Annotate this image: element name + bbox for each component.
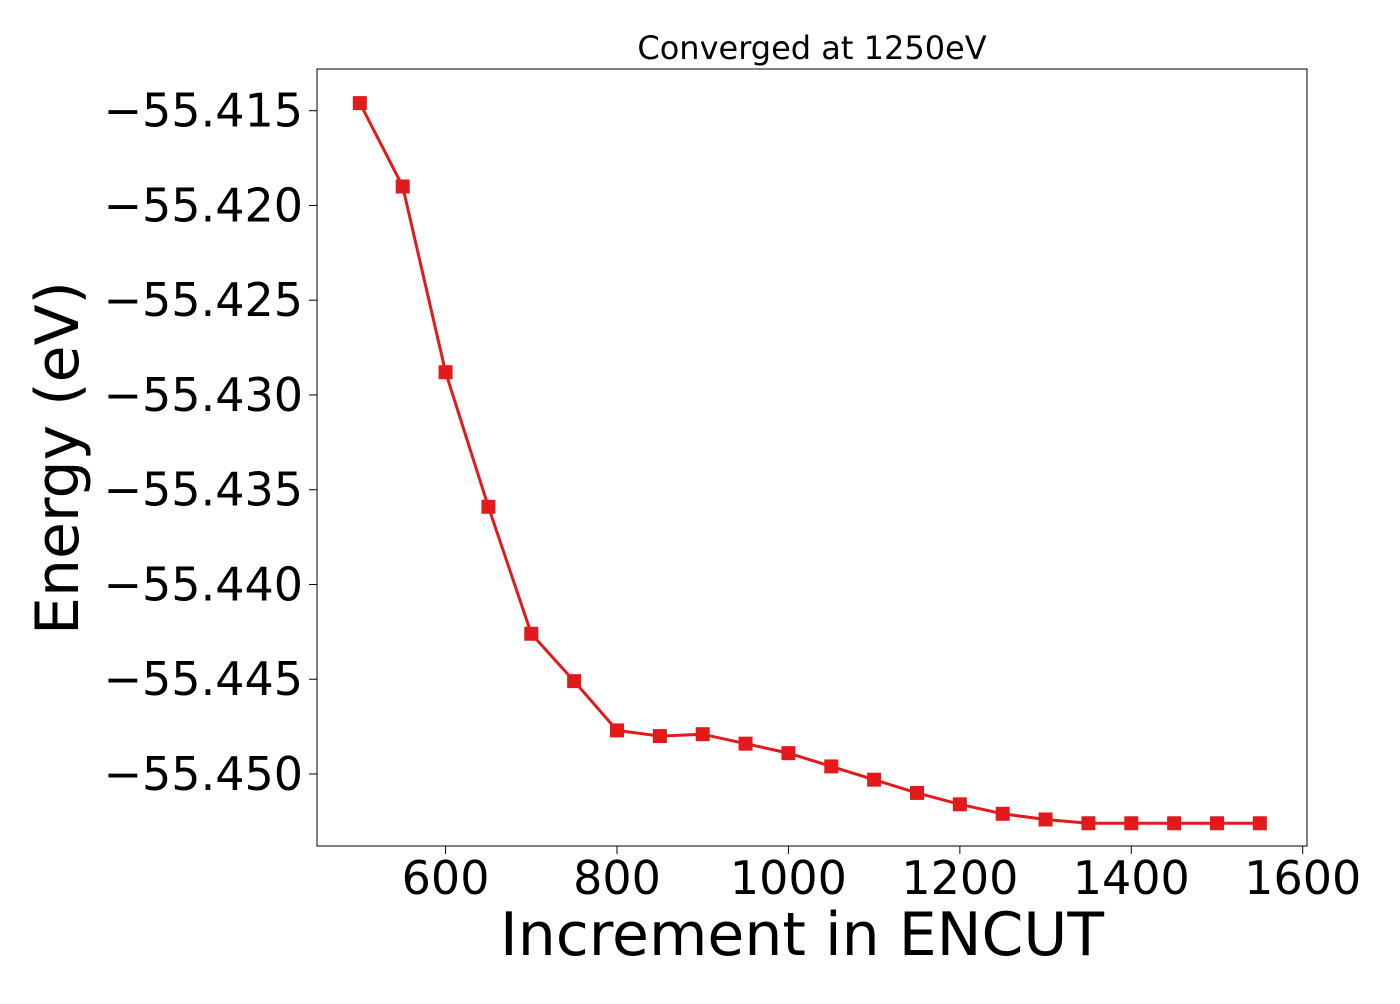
- series-line: [358, 102, 1260, 825]
- y-tick-label: −55.415: [104, 84, 304, 138]
- x-axis: 600 800 1000 1200 1400 1600: [402, 846, 1361, 905]
- data-point-marker: [395, 179, 410, 194]
- y-tick-label: −55.450: [104, 747, 304, 801]
- y-tick-label: −55.440: [104, 557, 304, 611]
- data-point-marker: [1210, 816, 1224, 831]
- data-point-marker: [781, 746, 796, 761]
- data-point-marker: [610, 723, 624, 738]
- x-tick-label: 600: [402, 851, 490, 905]
- series-layer: [352, 96, 1267, 831]
- data-point-marker: [952, 797, 967, 812]
- data-point-marker: [567, 674, 582, 689]
- y-tick-label: −55.420: [104, 178, 304, 232]
- x-axis-label: Increment in ENCUT: [500, 900, 1104, 970]
- data-point-marker: [438, 365, 453, 380]
- y-tick-label: −55.445: [104, 652, 304, 706]
- chart-title: Converged at 1250eV: [637, 29, 986, 67]
- data-point-marker: [995, 806, 1010, 821]
- data-point-marker: [738, 736, 753, 751]
- y-axis-label: Energy (eV): [23, 281, 93, 635]
- x-tick-label: 800: [573, 851, 661, 905]
- y-tick-label: −55.435: [104, 463, 304, 517]
- data-point-marker: [524, 626, 539, 641]
- y-tick-label: −55.425: [104, 273, 304, 327]
- x-tick-label: 1600: [1244, 851, 1361, 905]
- x-tick-label: 1000: [730, 851, 847, 905]
- data-point-marker: [481, 499, 496, 514]
- x-tick-label: 1400: [1073, 851, 1190, 905]
- data-point-marker: [1167, 816, 1182, 831]
- data-point-marker: [867, 772, 882, 787]
- data-point-marker: [910, 785, 924, 800]
- data-point-marker: [824, 759, 839, 774]
- data-point-marker: [352, 96, 367, 111]
- data-point-marker: [1038, 812, 1053, 827]
- data-point-marker: [1081, 816, 1096, 831]
- data-point-marker: [1124, 816, 1139, 831]
- data-point-marker: [1252, 816, 1267, 831]
- y-axis: −55.415 −55.420 −55.425 −55.430 −55.435 −55.4…: [104, 84, 317, 801]
- y-tick-label: −55.430: [104, 368, 304, 422]
- data-point-marker: [695, 727, 710, 742]
- x-tick-label: 1200: [901, 851, 1018, 905]
- plot-frame: [316, 68, 1308, 847]
- data-point-marker: [652, 729, 667, 744]
